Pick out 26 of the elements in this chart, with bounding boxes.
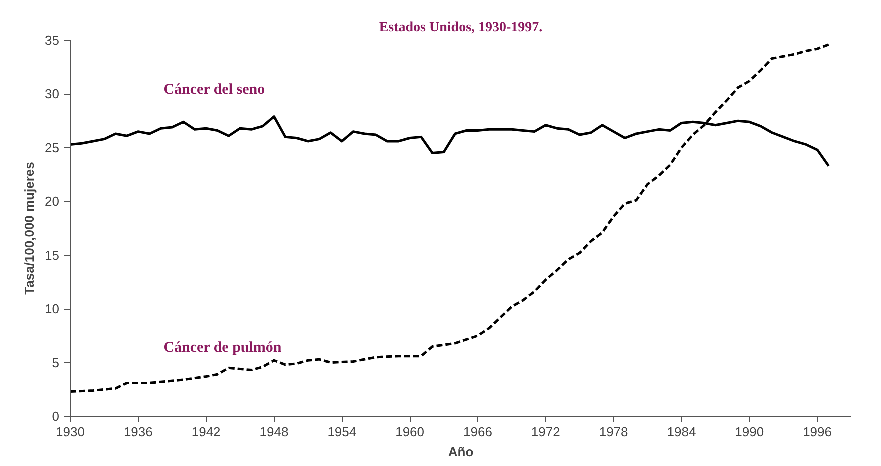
y-tick-label: 30 (45, 86, 60, 102)
x-tick-label: 1936 (124, 424, 153, 440)
y-axis-title: Tasa/100,000 mujeres (22, 162, 38, 295)
x-tick-label: 1954 (328, 424, 357, 440)
x-tick-label: 1966 (464, 424, 492, 440)
y-tick-label: 35 (45, 33, 60, 48)
x-axis-title: Año (448, 444, 474, 460)
y-tick-label: 20 (45, 194, 60, 210)
x-tick-label: 1978 (599, 424, 628, 440)
y-tick-label: 5 (52, 355, 60, 370)
x-tick-label: 1996 (803, 424, 832, 440)
series-label: Cáncer de pulmón (164, 340, 282, 356)
series-label: Cáncer del seno (164, 82, 266, 98)
x-tick-label: 1990 (735, 424, 764, 440)
y-tick-label: 0 (52, 409, 60, 424)
y-tick-label: 10 (45, 302, 60, 317)
y-tick-label: 15 (45, 248, 60, 263)
x-tick-label: 1948 (260, 424, 289, 440)
x-tick-label: 1960 (396, 424, 425, 440)
x-tick-label: 1930 (56, 424, 85, 440)
line-series (70, 44, 830, 394)
x-tick-label: 1972 (531, 424, 560, 440)
chart-title: Estados Unidos, 1930-1997. (379, 20, 543, 36)
y-tick-label: 25 (45, 140, 60, 156)
x-tick-label: 1942 (192, 424, 221, 440)
x-tick-label: 1984 (667, 424, 696, 440)
